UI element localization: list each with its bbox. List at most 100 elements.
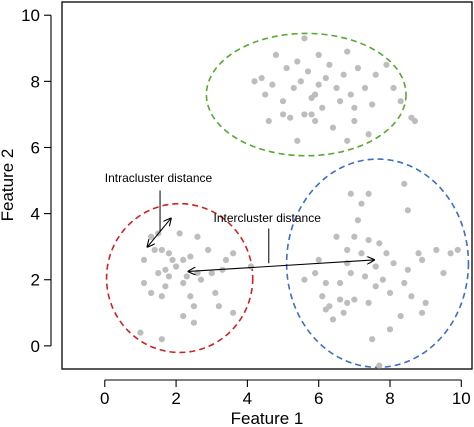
data-point [301, 276, 308, 283]
data-point [312, 91, 319, 98]
data-point [176, 230, 183, 237]
annotation-arrow-2 [189, 260, 374, 272]
y-tick-label: 8 [31, 72, 40, 91]
data-point [390, 260, 397, 267]
cluster-ellipse-1 [105, 202, 254, 354]
data-point [180, 279, 187, 287]
x-tick-label: 2 [171, 389, 180, 408]
x-tick-label: 10 [452, 389, 471, 408]
data-point [369, 101, 376, 108]
data-point [265, 117, 272, 125]
data-point [279, 111, 287, 118]
data-point [329, 316, 337, 323]
data-point [190, 303, 198, 310]
data-point [376, 362, 383, 369]
data-point [287, 114, 294, 121]
data-point [347, 91, 354, 98]
data-point [169, 256, 176, 263]
data-point [322, 74, 329, 82]
cluster-ellipse-2 [205, 32, 407, 157]
data-point [301, 35, 308, 42]
data-point [251, 78, 258, 85]
data-point [187, 293, 194, 300]
data-point [344, 299, 351, 306]
data-point [365, 236, 372, 244]
data-point [297, 78, 304, 85]
data-point [230, 250, 237, 257]
data-point [283, 65, 290, 72]
data-point [383, 61, 390, 68]
data-point [165, 273, 173, 280]
data-point [347, 270, 354, 277]
data-point [279, 98, 287, 105]
x-tick-label: 4 [243, 389, 252, 408]
data-point [433, 246, 440, 254]
data-point [247, 263, 255, 270]
data-point [269, 81, 276, 88]
data-point [158, 336, 165, 343]
annotation-label-1: Intracluster distance [105, 171, 213, 185]
data-point [404, 207, 411, 214]
data-point [230, 309, 237, 316]
data-point [344, 48, 351, 55]
data-point [354, 65, 362, 72]
data-point [404, 266, 411, 273]
annotation-arrow-1 [148, 219, 171, 247]
data-point [205, 246, 212, 254]
data-point [180, 256, 187, 263]
data-point [386, 326, 394, 333]
data-point [187, 253, 194, 260]
data-point [155, 270, 162, 277]
data-point [197, 276, 205, 283]
annotations-layer: Intracluster distance Intercluster distan… [105, 171, 374, 271]
data-point [315, 256, 322, 263]
data-point [272, 51, 280, 59]
data-point [440, 270, 447, 277]
data-point [422, 299, 429, 306]
data-point [333, 84, 340, 92]
y-tick-label: 6 [31, 138, 40, 157]
data-point [408, 293, 415, 300]
data-point [290, 84, 297, 92]
data-point [322, 306, 329, 313]
data-point [361, 273, 369, 280]
data-point [322, 279, 329, 287]
data-point [415, 250, 422, 257]
data-point [148, 289, 155, 297]
data-point [397, 98, 404, 105]
data-point [190, 319, 198, 326]
data-point [372, 71, 379, 78]
data-point [390, 84, 397, 92]
data-point [361, 84, 369, 92]
data-point [376, 240, 383, 247]
data-point [358, 250, 365, 257]
data-point [351, 296, 358, 303]
data-point [151, 246, 158, 254]
data-point [172, 263, 180, 270]
data-point [319, 104, 326, 111]
data-point [336, 296, 344, 303]
annotation-label-2: Intercluster distance [214, 211, 322, 225]
data-point [372, 263, 379, 270]
data-point [411, 117, 419, 125]
data-point [312, 270, 319, 277]
x-tick-label: 6 [314, 389, 323, 408]
data-point [140, 256, 148, 263]
points-layer [137, 35, 461, 369]
data-point [369, 336, 376, 343]
data-point [329, 124, 337, 131]
data-point [344, 137, 351, 144]
x-axis: 0 2 4 6 8 10 [100, 379, 471, 408]
data-point [336, 279, 344, 287]
data-point [194, 233, 201, 240]
y-tick-label: 10 [21, 6, 40, 25]
data-point [326, 61, 333, 68]
data-point [294, 137, 301, 144]
data-point [312, 117, 319, 125]
y-axis-title: Feature 2 [0, 149, 17, 222]
data-point [215, 303, 222, 310]
data-point [354, 217, 362, 224]
data-point [162, 266, 169, 273]
clusters-layer [105, 32, 470, 369]
